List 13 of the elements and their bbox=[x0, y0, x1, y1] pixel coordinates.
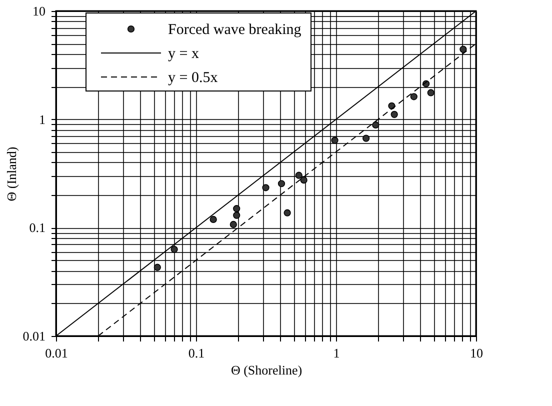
legend-label: y = x bbox=[168, 46, 200, 62]
legend-label: Forced wave breaking bbox=[168, 22, 302, 38]
x-tick-label: 1 bbox=[333, 346, 340, 360]
x-axis-title: Θ (Shoreline) bbox=[230, 362, 302, 378]
x-tick-label: 0.1 bbox=[188, 346, 205, 360]
x-tick-label: 0.01 bbox=[45, 346, 68, 360]
y-tick-label: 0.01 bbox=[22, 328, 46, 344]
y-tick-label: 1 bbox=[39, 112, 46, 127]
y-tick-label: 0.1 bbox=[29, 220, 46, 236]
y-tick-label: 10 bbox=[32, 4, 46, 18]
legend-label: y = 0.5x bbox=[168, 70, 218, 86]
y-axis-title: Θ (Inland) bbox=[4, 146, 19, 202]
x-tick-label: 10 bbox=[470, 346, 483, 360]
